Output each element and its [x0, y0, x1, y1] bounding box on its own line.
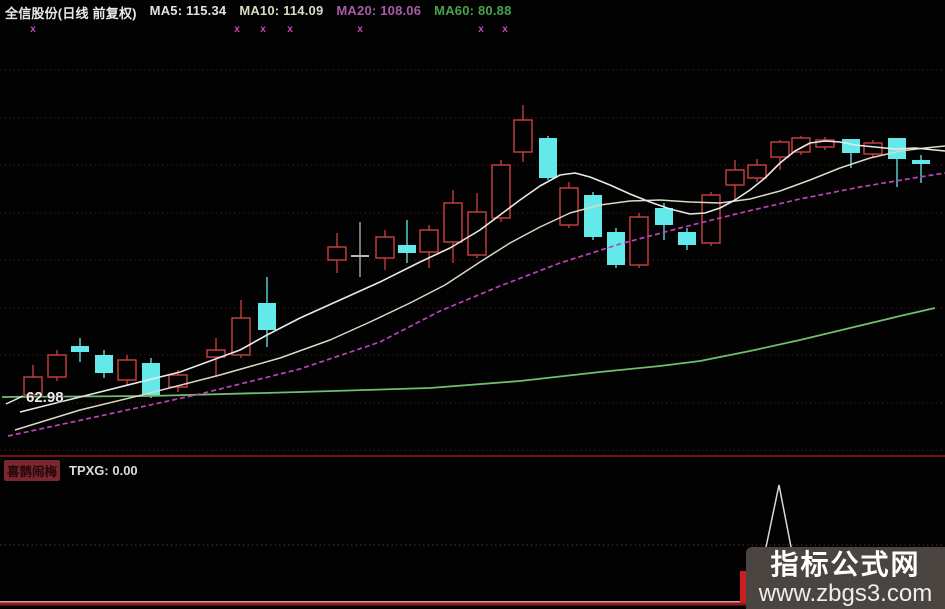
- candle-up: [815, 139, 835, 148]
- ma-indicator-0: MA5: 115.34: [149, 3, 227, 18]
- sub-indicator-name-tab[interactable]: 喜鹊闹梅: [4, 460, 61, 481]
- bottom-axis-line-dark: [0, 602, 945, 606]
- candle-up: [491, 164, 511, 219]
- candle-up: [863, 142, 883, 155]
- sub-indicator-value: TPXG: 0.00: [69, 463, 138, 478]
- signal-spike-line: [764, 484, 793, 553]
- sell-mark-x: x: [30, 24, 36, 35]
- candle-down: [539, 138, 557, 178]
- candle-up: [747, 164, 767, 179]
- candle-down: [912, 160, 930, 164]
- candle-up: [419, 229, 439, 253]
- candle-up: [443, 202, 463, 243]
- ma20-line: [7, 172, 945, 437]
- watermark-site-name: 指标公式网: [770, 549, 921, 581]
- price-annotation: 62.98: [26, 389, 64, 406]
- candle-up: [467, 211, 487, 256]
- stock-title: 全信股份(日线 前复权): [5, 6, 137, 21]
- candle-up: [725, 169, 745, 186]
- ma5-line: [19, 140, 945, 413]
- ma60-line: [1, 307, 936, 398]
- candle-up: [629, 216, 649, 266]
- ma10-line: [14, 145, 945, 431]
- bottom-axis-line-light: [0, 601, 945, 603]
- chart-header: 全信股份(日线 前复权) MA5: 115.34 MA10: 114.09 MA20…: [5, 3, 512, 22]
- candle-up: [23, 376, 43, 396]
- watermark-site-url: www.zbgs3.com: [758, 579, 933, 607]
- ma-indicator-1: MA10: 114.09: [239, 3, 324, 18]
- candle-up: [770, 141, 790, 158]
- candle-down: [71, 346, 89, 352]
- candle-up: [513, 119, 533, 153]
- ma-indicator-values: MA5: 115.34 MA10: 114.09 MA20: 108.06 MA60:…: [150, 3, 512, 22]
- price-annotation-dash: [5, 395, 24, 405]
- candle-up: [791, 137, 811, 153]
- candle-down: [607, 232, 625, 265]
- sell-mark-x: x: [287, 24, 293, 35]
- candle-up: [559, 187, 579, 226]
- sell-mark-x: x: [260, 24, 266, 35]
- sell-mark-x: x: [478, 24, 484, 35]
- watermark-box: 指标公式网 www.zbgs3.com: [746, 547, 945, 609]
- candle-up: [47, 354, 67, 378]
- candle-down: [678, 232, 696, 245]
- sell-mark-x: x: [234, 24, 240, 35]
- candle-down: [584, 195, 602, 237]
- sell-mark-x: x: [502, 24, 508, 35]
- candle-up: [701, 194, 721, 244]
- candle-down: [258, 303, 276, 330]
- candle-up: [327, 246, 347, 261]
- candle-down: [655, 208, 673, 225]
- candle-down: [398, 245, 416, 253]
- candle-up: [117, 359, 137, 381]
- ma-indicator-3: MA60: 80.88: [434, 3, 512, 18]
- candle-down: [95, 355, 113, 373]
- candle-up: [206, 349, 226, 358]
- sub-indicator-header: 喜鹊闹梅 TPXG: 0.00: [4, 460, 138, 481]
- candle-up: [231, 317, 251, 356]
- sell-mark-x: x: [357, 24, 363, 35]
- ma-indicator-2: MA20: 108.06: [336, 3, 422, 18]
- panel-separator-line: [0, 455, 945, 457]
- candle-up: [375, 236, 395, 259]
- sub-panel-red-bar: [740, 571, 746, 603]
